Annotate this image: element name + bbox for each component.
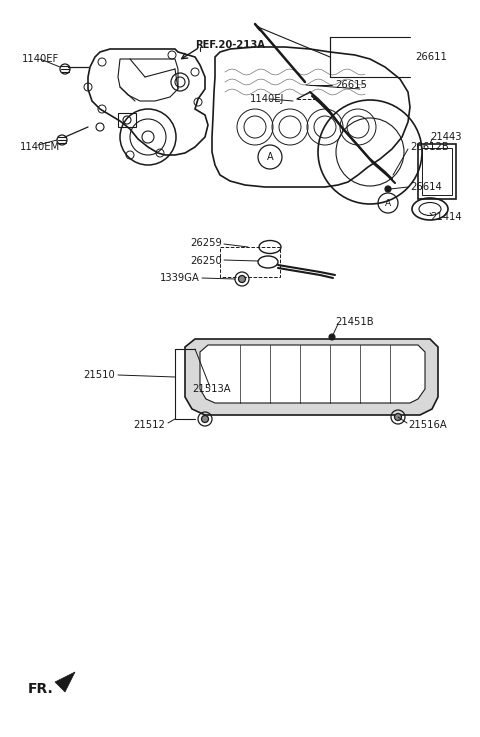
Text: A: A	[385, 198, 391, 208]
Text: FR.: FR.	[28, 682, 54, 696]
Polygon shape	[212, 47, 410, 187]
Text: 21414: 21414	[430, 212, 462, 222]
Polygon shape	[185, 339, 438, 415]
Circle shape	[202, 416, 208, 422]
Polygon shape	[200, 345, 425, 403]
Text: 26614: 26614	[410, 182, 442, 192]
Text: 21443: 21443	[430, 132, 461, 142]
Text: REF.20-213A: REF.20-213A	[195, 40, 265, 50]
Text: 1140EF: 1140EF	[22, 54, 59, 64]
Circle shape	[302, 82, 310, 88]
Text: 21510: 21510	[83, 370, 115, 380]
Text: 1140EJ: 1140EJ	[250, 94, 284, 104]
Text: 26259: 26259	[190, 238, 222, 248]
Text: 21516A: 21516A	[408, 420, 447, 430]
Text: 26611: 26611	[415, 52, 447, 62]
Bar	[418, 144, 456, 199]
Polygon shape	[118, 59, 178, 101]
Circle shape	[395, 413, 401, 421]
Text: 1140EM: 1140EM	[20, 142, 60, 152]
Text: 21513A: 21513A	[192, 384, 230, 394]
Bar	[422, 148, 452, 195]
Text: 21512: 21512	[133, 420, 165, 430]
Text: 21451B: 21451B	[335, 317, 373, 327]
Polygon shape	[55, 672, 75, 692]
Polygon shape	[88, 49, 208, 155]
Circle shape	[239, 276, 245, 282]
Text: 26612B: 26612B	[410, 142, 449, 152]
Bar	[118, 113, 136, 127]
Text: 26615: 26615	[335, 80, 367, 90]
Circle shape	[385, 186, 391, 192]
Circle shape	[329, 334, 335, 340]
Text: 26250: 26250	[190, 256, 222, 266]
Text: 1339GA: 1339GA	[160, 273, 200, 283]
Text: A: A	[267, 152, 273, 162]
